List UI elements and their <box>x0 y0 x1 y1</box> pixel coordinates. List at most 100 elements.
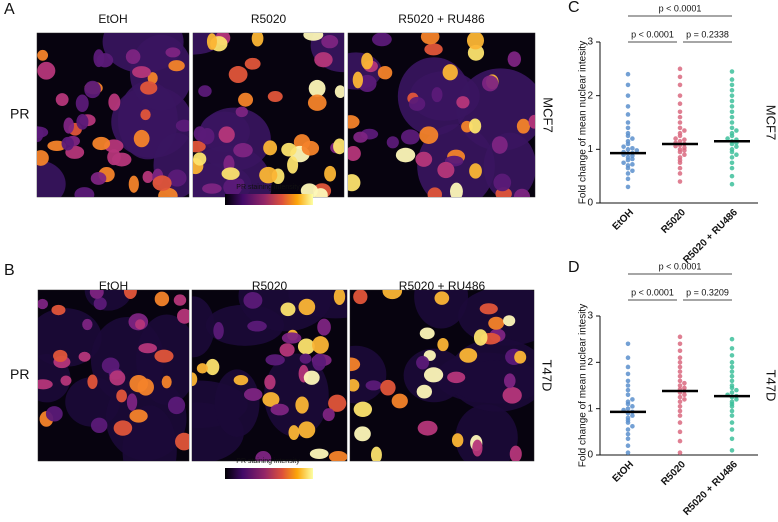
nucleus <box>140 109 151 121</box>
data-point <box>677 138 683 144</box>
data-point <box>677 369 683 374</box>
nucleus <box>447 371 466 384</box>
data-point <box>677 420 683 425</box>
data-point <box>630 423 635 429</box>
nucleus <box>133 129 150 148</box>
nucleus <box>298 421 316 439</box>
nucleus <box>53 349 68 363</box>
data-point <box>630 404 635 409</box>
colorbar <box>225 194 313 205</box>
nucleus <box>322 408 335 422</box>
nucleus <box>193 152 207 166</box>
data-point <box>729 346 735 351</box>
image-title: EtOH <box>99 279 128 293</box>
data-point <box>625 163 631 168</box>
data-point <box>630 397 635 402</box>
nucleus <box>415 151 433 167</box>
data-point <box>625 71 631 77</box>
nucleus <box>466 33 485 50</box>
nucleus <box>449 182 463 197</box>
colorbar-label: PR staining intensity <box>236 184 300 191</box>
nucleus <box>303 370 320 385</box>
image-title: R5020 + RU486 <box>399 279 486 293</box>
nucleus <box>479 303 498 315</box>
data-point <box>677 130 683 136</box>
data-point <box>677 399 683 405</box>
nucleus <box>370 446 382 461</box>
nucleus <box>467 44 485 61</box>
data-point <box>682 397 687 402</box>
data-point <box>677 334 683 340</box>
data-point <box>677 360 683 365</box>
data-point <box>625 147 631 152</box>
data-point <box>734 387 739 393</box>
data-point <box>734 128 739 133</box>
nucleus <box>87 374 98 390</box>
data-point <box>729 399 735 405</box>
data-point <box>634 148 640 153</box>
nucleus <box>459 348 478 363</box>
cells <box>350 290 534 461</box>
nucleus <box>513 188 531 197</box>
nucleus <box>247 320 267 332</box>
cell-line-label: T47D <box>764 370 778 402</box>
nucleus <box>456 96 470 109</box>
data-point <box>677 429 683 435</box>
data-point <box>625 82 631 88</box>
nucleus <box>78 351 91 362</box>
data-point <box>729 165 735 171</box>
data-point <box>625 392 631 398</box>
data-point <box>682 145 687 151</box>
x-tick-label: R5020 <box>659 459 688 488</box>
nucleus <box>233 374 249 386</box>
nucleus <box>251 33 264 47</box>
nucleus <box>328 451 347 461</box>
data-point <box>729 77 735 82</box>
data-point <box>729 383 735 388</box>
colorbar <box>225 468 313 479</box>
nucleus <box>333 290 346 306</box>
data-point <box>677 171 683 176</box>
data-point <box>677 394 683 400</box>
nucleus <box>420 33 440 45</box>
nucleus <box>451 433 464 448</box>
micrograph <box>37 289 190 462</box>
nucleus <box>528 114 535 129</box>
nucleus <box>482 75 499 92</box>
cytoplasm <box>414 290 469 329</box>
nucleus <box>167 169 187 187</box>
nucleus <box>371 33 392 47</box>
image-title: EtOH <box>98 12 127 26</box>
data-point <box>625 120 631 125</box>
nucleus <box>353 290 368 305</box>
data-point <box>673 136 678 141</box>
data-point <box>630 162 635 167</box>
nucleus <box>469 163 482 179</box>
nucleus <box>328 394 347 412</box>
data-point <box>677 378 683 384</box>
nucleus <box>416 384 433 399</box>
nucleus <box>423 367 444 383</box>
panel-letter: B <box>4 262 15 279</box>
data-point <box>729 373 735 379</box>
data-point <box>625 138 631 144</box>
nucleus <box>109 370 126 386</box>
y-tick-label: 2 <box>587 90 593 101</box>
data-point <box>729 420 735 425</box>
data-point <box>729 155 735 160</box>
nucleus <box>259 166 278 184</box>
nucleus <box>60 375 72 386</box>
nucleus <box>244 57 261 70</box>
data-point <box>677 383 683 388</box>
nucleus <box>361 52 374 70</box>
data-point <box>677 82 683 88</box>
data-point <box>729 69 735 74</box>
nucleus <box>380 379 396 396</box>
data-point <box>630 136 635 141</box>
nucleus <box>45 406 63 422</box>
x-tick-label: R5020 <box>659 207 688 236</box>
nucleus <box>333 138 344 155</box>
nucleus <box>317 318 331 336</box>
data-point <box>734 144 739 149</box>
